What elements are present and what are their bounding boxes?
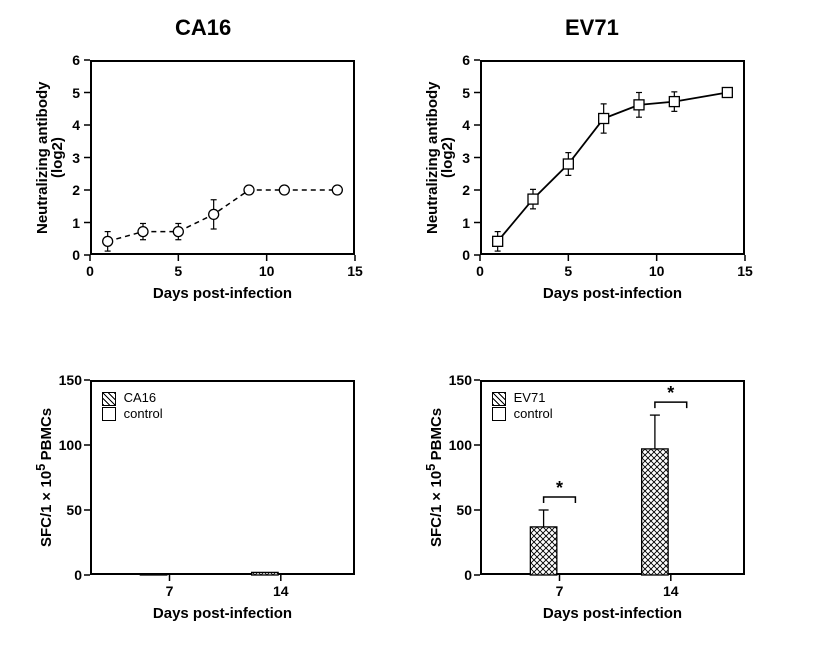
- legend-label: CA16: [124, 390, 157, 405]
- x-tick-label: 0: [468, 263, 492, 279]
- x-tick-label: 5: [556, 263, 580, 279]
- y-axis-label: SFC/1×105 PBMCs: [425, 380, 444, 575]
- panel-top-right: Neutralizing antibody (log2) Days post-i…: [480, 60, 745, 255]
- panel-bottom-left: SFC/1×105 PBMCs Days post-infection 0501…: [90, 380, 355, 575]
- line-chart-ev71: [480, 60, 745, 255]
- y-tick-label: 50: [440, 502, 472, 518]
- y-tick-label: 100: [440, 437, 472, 453]
- legend-label: control: [514, 406, 553, 421]
- x-tick-label: 14: [656, 583, 686, 599]
- open-swatch-icon: [102, 407, 116, 421]
- y-tick-label: 6: [56, 52, 80, 68]
- x-tick-label: 15: [733, 263, 757, 279]
- legend-label: control: [124, 406, 163, 421]
- panel-bottom-right: ** SFC/1×105 PBMCs Days post-infection 0…: [480, 380, 745, 575]
- x-tick-label: 15: [343, 263, 367, 279]
- y-tick-label: 4: [446, 117, 470, 133]
- legend: EV71 control: [492, 390, 553, 421]
- y-tick-label: 0: [440, 567, 472, 583]
- x-tick-label: 7: [545, 583, 575, 599]
- y-tick-label: 6: [446, 52, 470, 68]
- open-swatch-icon: [492, 407, 506, 421]
- x-tick-label: 5: [166, 263, 190, 279]
- legend-label: EV71: [514, 390, 546, 405]
- svg-text:*: *: [556, 478, 563, 498]
- crosshatch-swatch-icon: [102, 392, 116, 406]
- y-tick-label: 150: [440, 372, 472, 388]
- x-tick-label: 10: [255, 263, 279, 279]
- legend-item: control: [102, 406, 163, 422]
- y-tick-label: 150: [50, 372, 82, 388]
- column-title-right: EV71: [565, 15, 619, 41]
- y-axis-label-text: SFC/1×105 PBMCs: [428, 408, 445, 547]
- y-axis-label-text: SFC/1×105 PBMCs: [38, 408, 55, 547]
- crosshatch-swatch-icon: [492, 392, 506, 406]
- x-axis-label: Days post-infection: [480, 605, 745, 622]
- line-chart-ca16: [90, 60, 355, 255]
- y-axis-label: SFC/1×105 PBMCs: [35, 380, 54, 575]
- legend-item: control: [492, 406, 553, 422]
- y-tick-label: 4: [56, 117, 80, 133]
- y-tick-label: 1: [446, 215, 470, 231]
- x-tick-label: 0: [78, 263, 102, 279]
- y-tick-label: 0: [50, 567, 82, 583]
- x-tick-label: 7: [155, 583, 185, 599]
- y-tick-label: 0: [56, 247, 80, 263]
- x-tick-label: 10: [645, 263, 669, 279]
- y-tick-label: 1: [56, 215, 80, 231]
- x-axis-label: Days post-infection: [90, 605, 355, 622]
- y-tick-label: 0: [446, 247, 470, 263]
- y-tick-label: 2: [446, 182, 470, 198]
- column-title-left: CA16: [175, 15, 231, 41]
- figure-root: CA16 EV71 Neutralizing antibody (log2) D…: [0, 0, 828, 667]
- y-tick-label: 5: [56, 85, 80, 101]
- x-tick-label: 14: [266, 583, 296, 599]
- legend-item: EV71: [492, 390, 553, 406]
- x-axis-label: Days post-infection: [480, 285, 745, 302]
- panel-top-left: Neutralizing antibody (log2) Days post-i…: [90, 60, 355, 255]
- legend-item: CA16: [102, 390, 163, 406]
- y-tick-label: 2: [56, 182, 80, 198]
- x-axis-label: Days post-infection: [90, 285, 355, 302]
- y-tick-label: 50: [50, 502, 82, 518]
- svg-text:*: *: [667, 383, 674, 403]
- y-tick-label: 3: [446, 150, 470, 166]
- y-tick-label: 5: [446, 85, 470, 101]
- legend: CA16 control: [102, 390, 163, 421]
- y-tick-label: 3: [56, 150, 80, 166]
- y-tick-label: 100: [50, 437, 82, 453]
